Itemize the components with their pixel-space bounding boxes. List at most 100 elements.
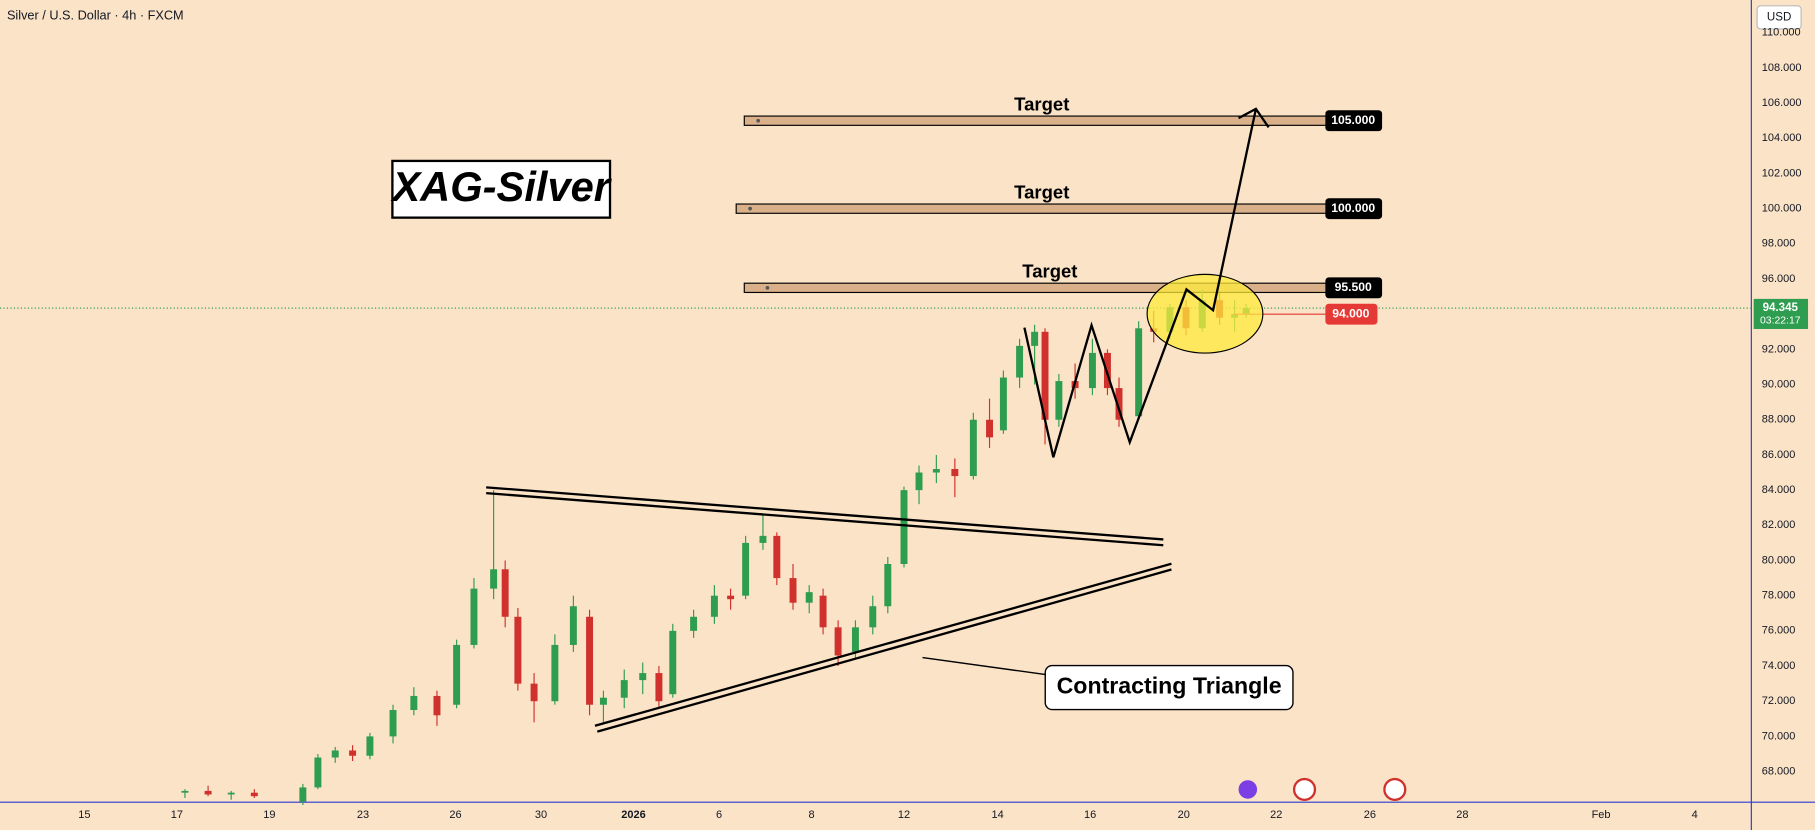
x-tick-label: 30: [535, 809, 547, 821]
y-tick-label: 96.000: [1762, 273, 1796, 285]
annotation-box: [1044, 664, 1294, 711]
target-label-box: [1325, 277, 1383, 299]
x-tick-label: 22: [1270, 809, 1282, 821]
x-tick-label: 4: [1692, 809, 1698, 821]
y-tick-label: 108.000: [1762, 62, 1802, 74]
callout-pointer: [922, 656, 1048, 676]
y-tick-label: 70.000: [1762, 730, 1796, 742]
title-box: [391, 159, 612, 219]
last-price-label: 94.345: [1763, 302, 1799, 314]
y-tick-label: 76.000: [1762, 625, 1796, 637]
y-tick-label: 90.000: [1762, 378, 1796, 390]
target-label-box: [1325, 198, 1383, 220]
candle-body: [1031, 331, 1039, 346]
candle-body: [530, 683, 538, 702]
target-text: Target: [1014, 182, 1069, 203]
candle-body: [389, 710, 397, 737]
x-tick-label: 20: [1178, 809, 1190, 821]
target-label: 95.500: [1335, 280, 1372, 294]
drawings: [486, 107, 1270, 733]
candle-body: [819, 595, 827, 628]
candle-body: [470, 588, 478, 645]
candle-body: [884, 564, 892, 607]
y-tick-label: 78.000: [1762, 590, 1796, 602]
candle-body: [501, 569, 509, 617]
zone-anchor: [756, 118, 761, 123]
candle-body: [969, 419, 977, 477]
candle-body: [490, 569, 498, 589]
candle-body: [1055, 381, 1063, 420]
candle-body: [742, 542, 750, 596]
candle-body: [851, 627, 859, 652]
y-tick-label: 88.000: [1762, 414, 1796, 426]
x-tick-label: 26: [449, 809, 461, 821]
y-tick-label: 110.000: [1762, 27, 1801, 39]
event-icons: [1238, 777, 1407, 802]
x-tick-label: 15: [78, 809, 90, 821]
candle-body: [1135, 328, 1143, 417]
entry-label: 94.000: [1332, 306, 1369, 320]
candle-body: [789, 578, 797, 603]
target-label: 105.000: [1331, 113, 1375, 127]
candle-body: [773, 535, 781, 579]
currency-button[interactable]: [1756, 5, 1802, 30]
candle-body: [314, 757, 322, 788]
candle-body: [551, 644, 559, 702]
zone-anchor: [765, 285, 770, 290]
x-tick-label: 16: [1084, 809, 1096, 821]
event-icon[interactable]: [1383, 777, 1407, 802]
highlight-ellipse: [1146, 273, 1264, 354]
wave-path: [1023, 108, 1258, 458]
candle-body: [834, 627, 842, 656]
candle-body: [900, 490, 908, 565]
arrow-head: [1238, 107, 1270, 129]
candle-body: [349, 750, 357, 756]
candle-body: [227, 792, 235, 795]
annotation: Contracting Triangle: [1057, 673, 1282, 699]
x-tick-label: 8: [808, 809, 814, 821]
candle-body: [569, 606, 577, 645]
target-text: Target: [1022, 261, 1077, 282]
x-tick-label: Feb: [1592, 809, 1611, 821]
candle-body: [986, 419, 994, 438]
candle-body: [514, 616, 522, 684]
event-icon[interactable]: [1238, 780, 1258, 799]
candle-body: [1115, 388, 1123, 420]
entry-label-box: [1325, 303, 1378, 325]
candle-body: [932, 469, 940, 473]
candle-body: [433, 695, 441, 716]
triangle-lower: [594, 562, 1172, 727]
candle-body: [805, 592, 813, 603]
candle-body: [639, 673, 647, 681]
countdown: 03:22:17: [1760, 316, 1801, 327]
candle-body: [690, 616, 698, 631]
target-zone: [743, 115, 1332, 126]
candle-body: [299, 787, 307, 802]
candle-body: [181, 790, 189, 793]
x-tick-label: 2026: [621, 809, 645, 821]
candle-body: [204, 790, 212, 795]
event-icon[interactable]: [1292, 777, 1317, 802]
y-tick-label: 98.000: [1762, 238, 1796, 250]
y-tick-label: 102.000: [1762, 167, 1802, 179]
candle-body: [366, 736, 374, 756]
x-tick-label: 23: [357, 809, 369, 821]
candle-body: [869, 606, 877, 628]
candle-body: [250, 792, 258, 797]
candle-body: [759, 535, 767, 543]
symbol-title: Silver / U.S. Dollar · 4h · FXCM: [7, 8, 184, 23]
x-tick-label: 28: [1456, 809, 1468, 821]
target-label: 100.000: [1331, 201, 1375, 215]
candle-body: [331, 750, 339, 758]
candle-body: [1041, 331, 1049, 420]
y-tick-label: 100.000: [1762, 203, 1802, 215]
candle-body: [410, 695, 418, 711]
candle-body: [599, 697, 607, 705]
currency[interactable]: USD: [1767, 11, 1791, 23]
target-zone: [735, 203, 1332, 214]
y-tick-label: 106.000: [1762, 97, 1802, 109]
plot: Target 105.000 Target 100.000 Target 95.500 94…: [0, 94, 1752, 806]
triangle-upper: [486, 486, 1164, 541]
